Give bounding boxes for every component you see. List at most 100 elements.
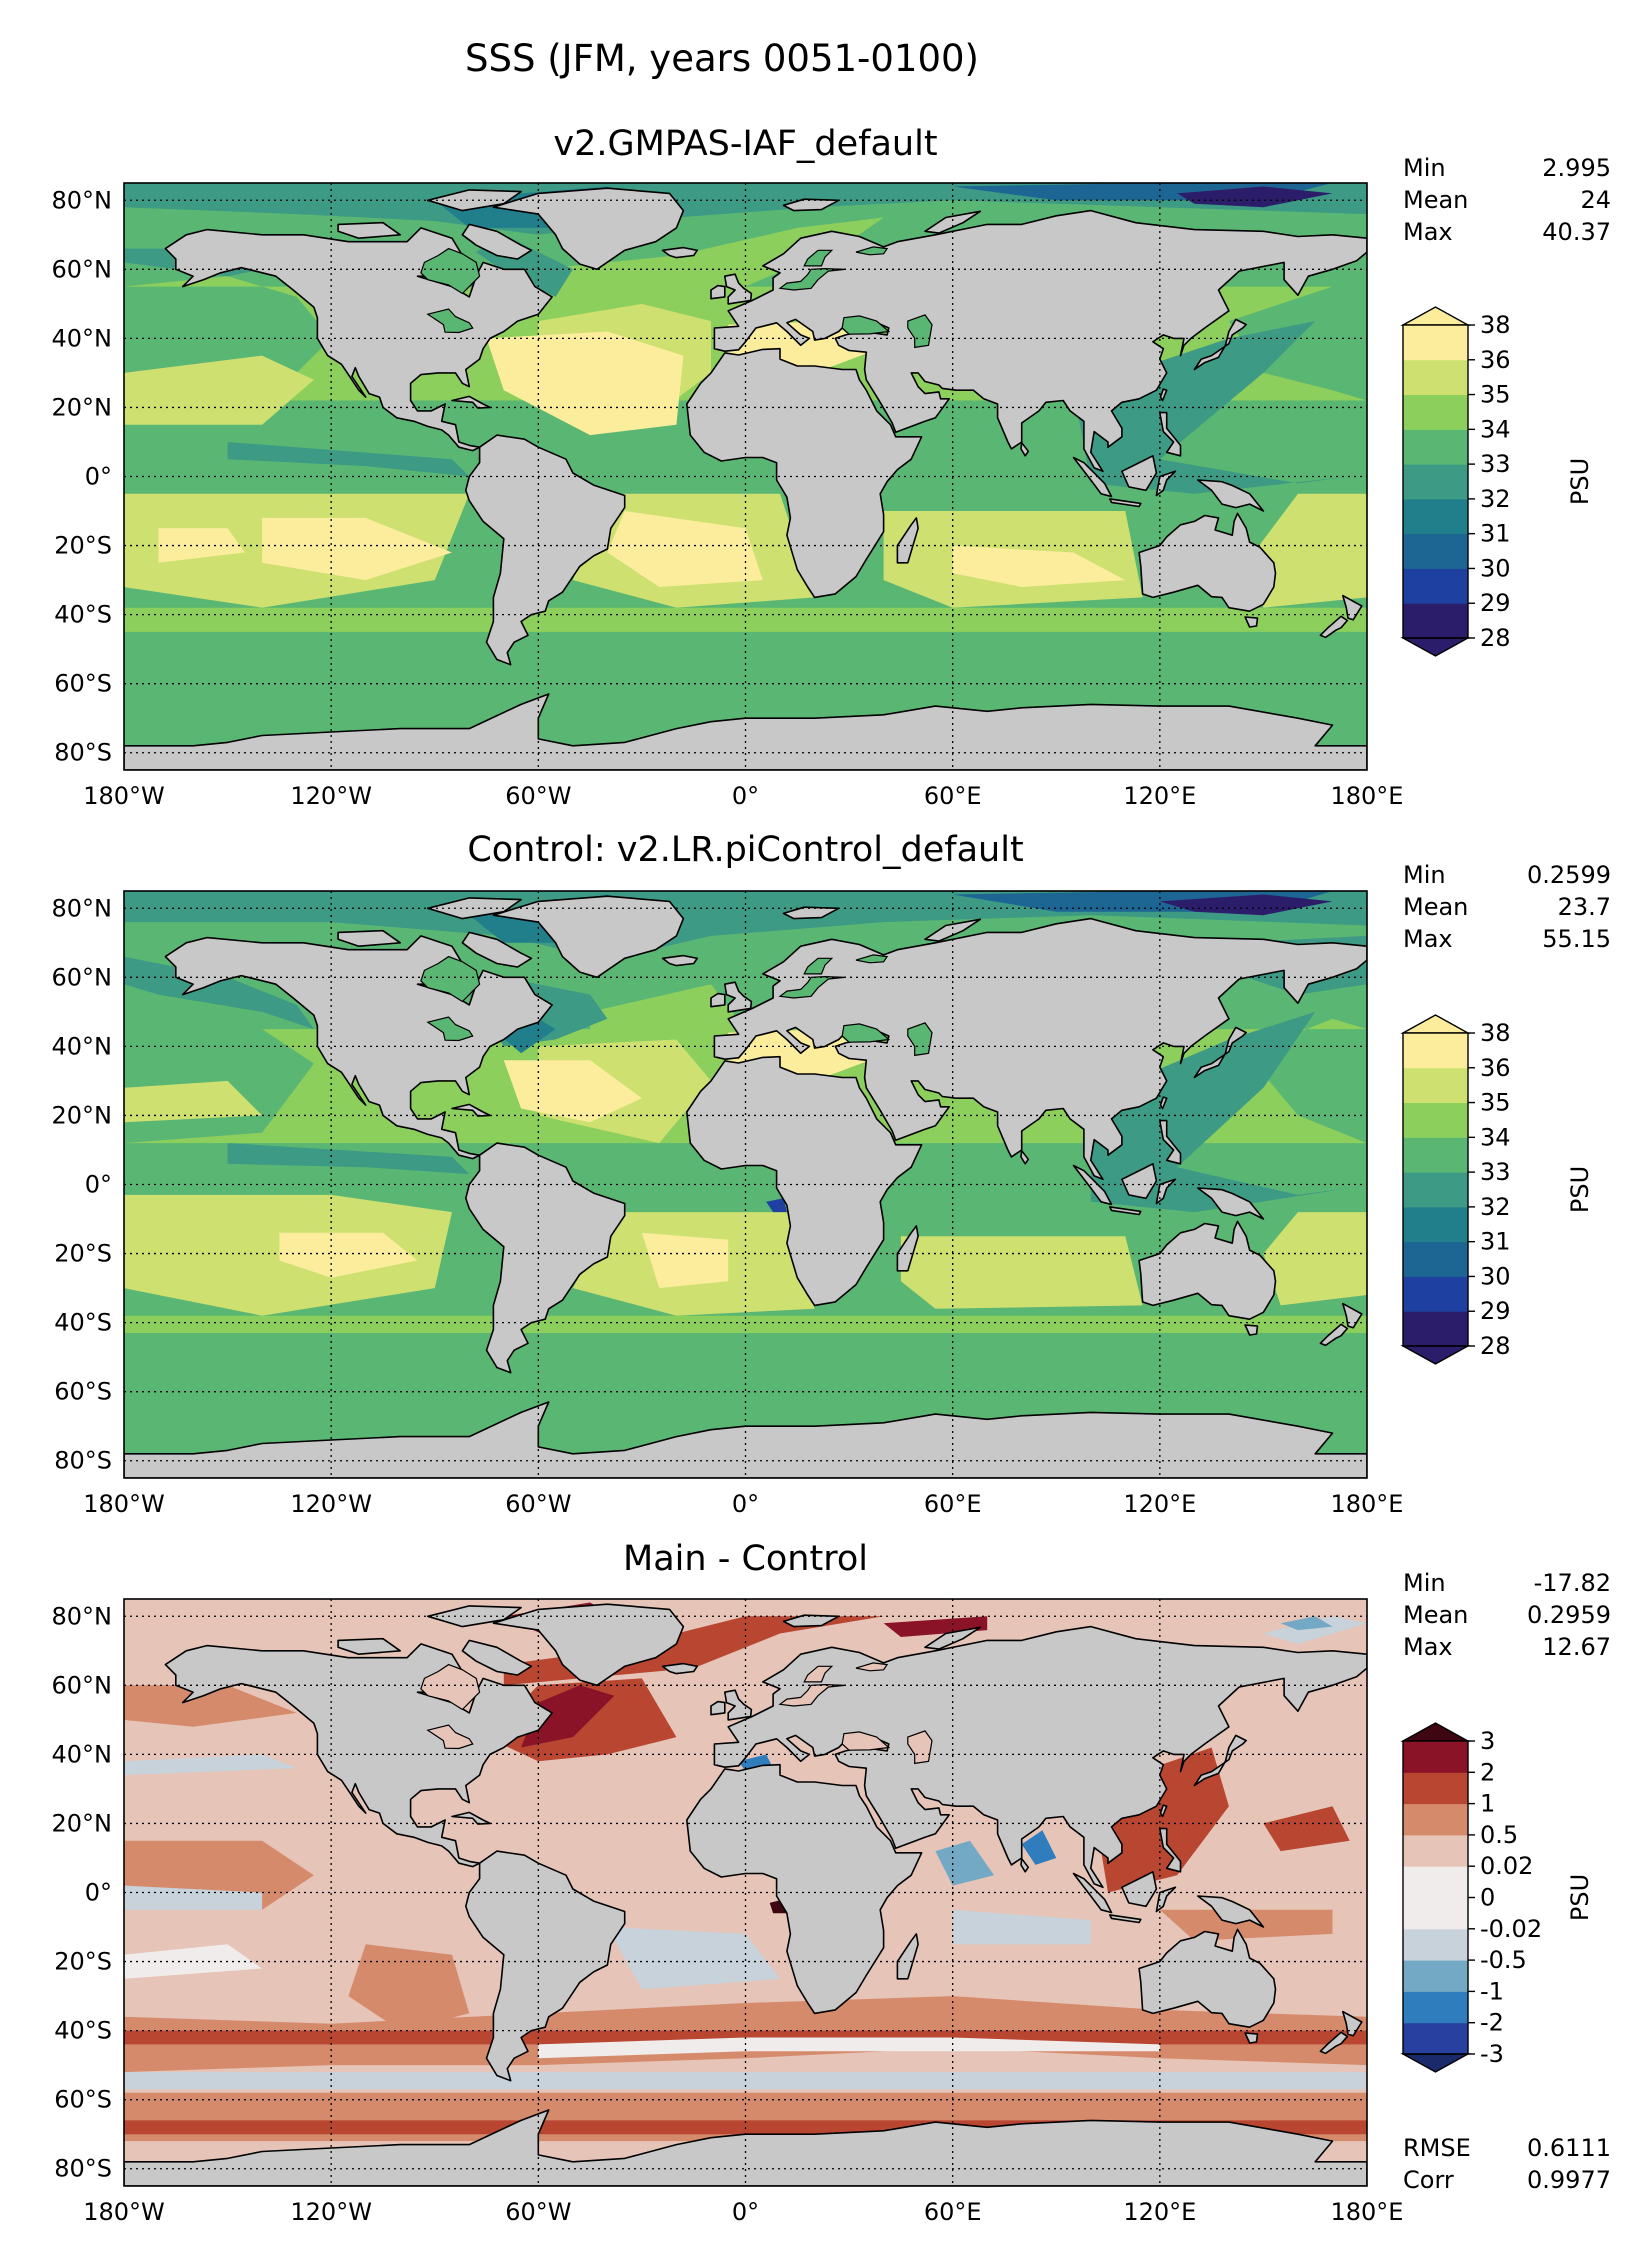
- colorbar-tick-label: 36: [1480, 346, 1511, 374]
- land-new-guinea: [1197, 1895, 1265, 1928]
- colorbar: -3 -2 -1 -0.5 -0.02 0 0.02 0.5 1 2 3 PSU: [1400, 1722, 1594, 2073]
- land-baffin-island: [461, 1639, 533, 1676]
- land-new-zealand-south: [1319, 2031, 1349, 2055]
- y-tick-label: 80°S: [54, 2155, 112, 2183]
- colorbar-segment: [1403, 464, 1468, 500]
- y-tick-label: 40°S: [54, 601, 112, 629]
- land-layer: [124, 187, 1367, 770]
- land-ellesmere-island: [426, 897, 522, 920]
- colorbar-segment: [1403, 1137, 1468, 1173]
- land-south-america: [464, 1850, 626, 2082]
- stat-value: 40.37: [1542, 218, 1611, 246]
- inland-sea-gulf-of-bothnia: [803, 249, 834, 267]
- x-tick-label: 60°W: [505, 2198, 571, 2226]
- ocean-region-5: [1263, 1212, 1367, 1306]
- ocean-region-22: [124, 1885, 263, 1910]
- inland-sea-great-lakes: [426, 1016, 474, 1042]
- colorbar-segment: [1403, 2022, 1468, 2055]
- land-new-zealand-south: [1319, 615, 1349, 639]
- gridlines: [124, 891, 1367, 1478]
- x-tick-label: 60°E: [924, 1490, 982, 1518]
- x-tick-label: 120°E: [1123, 1490, 1196, 1518]
- colorbar-tick-label: -3: [1480, 2040, 1504, 2068]
- stat-label: Mean: [1403, 893, 1468, 921]
- stat-label: Min: [1403, 861, 1446, 889]
- inland-sea-baltic-sea: [778, 1683, 846, 1707]
- land-japan: [1193, 318, 1247, 371]
- x-tick-label: 60°E: [924, 2198, 982, 2226]
- colorbar-tick-label: 1: [1480, 1790, 1495, 1818]
- land-borneo: [1121, 1163, 1158, 1200]
- ocean-region-12: [521, 1685, 615, 1748]
- ocean-region-12: [641, 1232, 729, 1289]
- ocean-region-25: [1177, 186, 1333, 208]
- inland-sea-hudson-bay: [420, 1663, 481, 1711]
- colorbar-segment: [1403, 1803, 1468, 1836]
- colorbar: 28 29 30 31 32 33 34 35 36 38 PSU: [1400, 1014, 1594, 1365]
- land-ellesmere-island: [426, 189, 522, 212]
- map-frame: [123, 890, 1368, 1479]
- y-tick-label: 0°: [85, 1171, 112, 1199]
- x-tick-label: 60°E: [924, 782, 982, 810]
- colorbar-extend-min: [1400, 2053, 1471, 2073]
- colorbar: 28 29 30 31 32 33 34 35 36 38 PSU: [1400, 306, 1594, 657]
- land-taiwan: [1159, 1096, 1168, 1110]
- inland-sea-great-lakes: [426, 1724, 474, 1750]
- inland-sea-great-lakes: [426, 308, 474, 334]
- stat-value: 0.2959: [1527, 1601, 1611, 1629]
- ocean-region-29: [538, 2037, 1160, 2059]
- land-madagascar: [896, 1933, 919, 1980]
- ocean-region-12: [607, 511, 763, 587]
- colorbar-tick-label: -1: [1480, 1977, 1504, 2005]
- x-tick-label: 60°W: [505, 1490, 571, 1518]
- land-layer: [124, 1603, 1367, 2186]
- colorbar-extend-max: [1400, 1014, 1471, 1034]
- land-new-zealand-south: [1319, 1323, 1349, 1347]
- land-novaya-zemlya: [924, 1626, 982, 1650]
- colorbar-tick-label: -2: [1480, 2009, 1504, 2037]
- colorbar-tick-label: 29: [1480, 1297, 1511, 1325]
- map-frame: [123, 182, 1368, 771]
- inland-sea-white-sea: [855, 246, 889, 256]
- y-tick-label: 20°S: [54, 1240, 112, 1268]
- land-britain: [723, 1689, 753, 1721]
- y-tick-label: 40°N: [52, 1740, 113, 1768]
- gridlines: [124, 183, 1367, 770]
- y-tick-label: 0°: [85, 1879, 112, 1907]
- ocean-region-25: [1263, 1616, 1367, 1644]
- y-tick-label: 20°N: [52, 1809, 113, 1837]
- colorbar-extend-min: [1400, 1345, 1471, 1365]
- colorbar-tick-label: 31: [1480, 520, 1511, 548]
- land-africa: [685, 347, 923, 599]
- y-tick-label: 40°N: [52, 324, 113, 352]
- x-tick-label: 120°W: [290, 1490, 372, 1518]
- colorbar-tick-label: -0.5: [1480, 1946, 1527, 1974]
- colorbar-segment: [1403, 1866, 1468, 1898]
- x-tick-label: 120°W: [290, 782, 372, 810]
- ocean-region-15: [158, 528, 245, 563]
- land-new-guinea: [1197, 1187, 1265, 1220]
- ocean-region-26: [1280, 1616, 1333, 1631]
- stat-label: Min: [1403, 1569, 1446, 1597]
- colorbar-tick-label: 30: [1480, 554, 1511, 582]
- land-sulawesi: [1155, 1886, 1177, 1913]
- land-novaya-zemlya: [924, 918, 982, 942]
- stat-value: -17.82: [1534, 1569, 1611, 1597]
- inland-sea-caspian-sea: [907, 1022, 933, 1057]
- stat-value: 0.2599: [1527, 861, 1611, 889]
- ocean-region-5: [1246, 493, 1367, 608]
- land-tasmania: [1244, 1324, 1259, 1336]
- land-australia: [1138, 1220, 1277, 1320]
- gridlines: [124, 1599, 1367, 2186]
- ocean-region-28: [766, 1198, 787, 1213]
- colorbar-label: PSU: [1566, 1874, 1594, 1921]
- land-south-america: [464, 1142, 626, 1374]
- stat-label: Max: [1403, 925, 1453, 953]
- land-java: [1109, 1914, 1142, 1924]
- land-iceland: [661, 954, 699, 967]
- map-panel-3: Main - Control 180°W 120°W 60°W 0° 60°E 120°E 1…: [52, 1539, 1612, 2226]
- y-tick-label: 40°S: [54, 2017, 112, 2045]
- land-novaya-zemlya: [924, 210, 982, 234]
- figure-title: SSS (JFM, years 0051-0100): [465, 37, 979, 80]
